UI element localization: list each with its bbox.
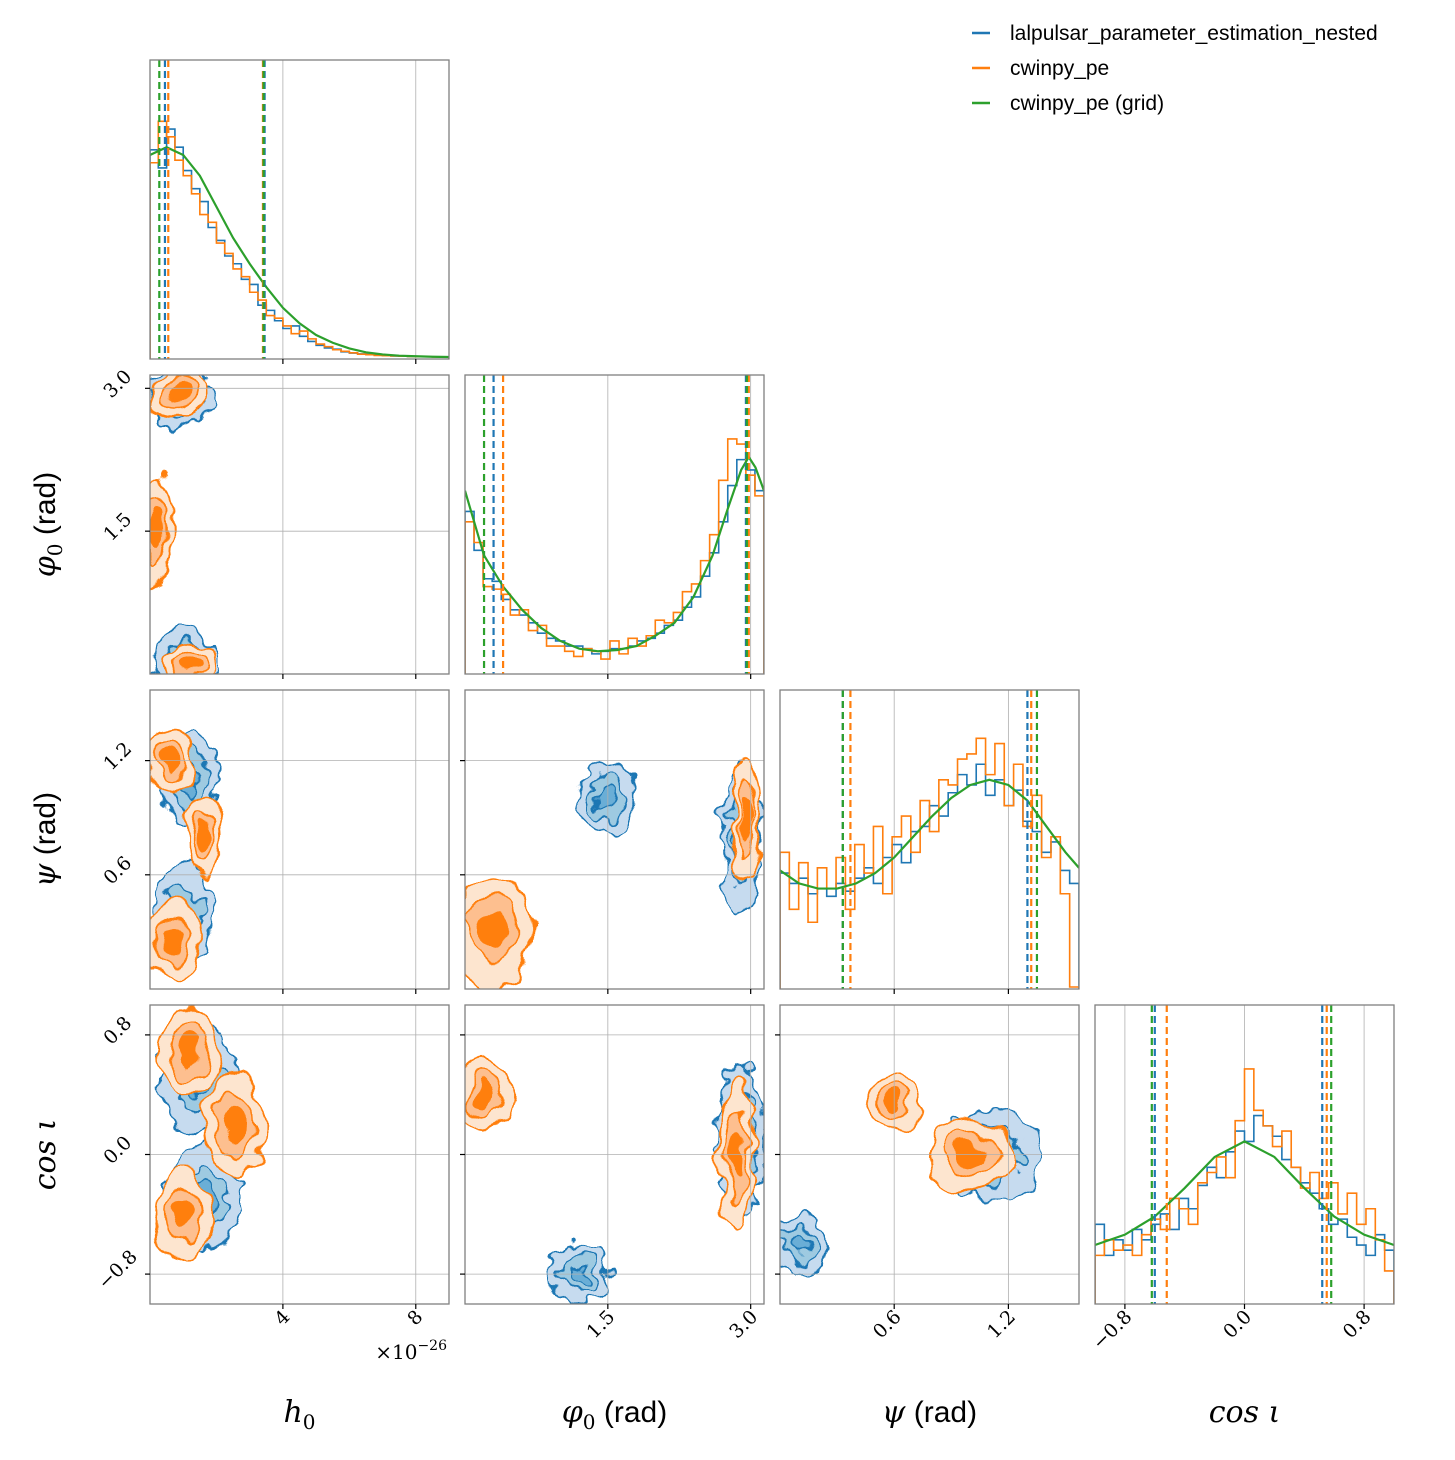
hist-cwinpy (1095, 1068, 1394, 1304)
grid-posterior-curve (465, 454, 764, 653)
hist-cwinpy (780, 737, 1079, 989)
x-axis-label-cosi: cos ι (1209, 1395, 1281, 1430)
x-tick-label: 3.0 (725, 1306, 762, 1343)
contour-level-3 (172, 1198, 194, 1230)
panel-frame (149, 689, 450, 990)
panel-frame (464, 689, 765, 990)
grid-posterior-curve (1095, 1140, 1394, 1247)
x-axis-label-psi: ψ (rad) (882, 1395, 977, 1430)
y-axis-label-psi: ψ (rad) (28, 792, 63, 887)
legend-label: lalpulsar_parameter_estimation_nested (1010, 22, 1378, 45)
marginal-panel-h0 (149, 59, 450, 360)
contour-level-3 (738, 795, 753, 841)
contour-level-3 (179, 1034, 201, 1066)
contour-level-3 (222, 1106, 244, 1143)
contour-level-3 (196, 823, 211, 850)
x-tick-label: 0.0 (1219, 1306, 1256, 1343)
panel-frame (149, 59, 450, 360)
density-panel-phi0-cosi (464, 1004, 765, 1305)
y-tick-label: 0.8 (99, 1012, 136, 1049)
contour-level-3 (166, 384, 188, 402)
panel-background (150, 375, 449, 674)
y-tick-label: 1.2 (99, 738, 136, 775)
density-panel-phi0-psi (464, 689, 765, 990)
y-tick-label: 0.0 (99, 1132, 136, 1169)
x-tick-label: −0.8 (1088, 1306, 1136, 1354)
density-panel-h0-psi (149, 689, 450, 990)
x-tick-label: 8 (403, 1306, 427, 1330)
x-axis-label-phi0: φ0 (rad) (562, 1395, 667, 1434)
x-tick-label: 0.6 (869, 1306, 906, 1343)
x-axis-label-h0: h0 (283, 1395, 315, 1434)
x-tick-label: 4 (270, 1306, 294, 1330)
grid-posterior-curve (780, 778, 1079, 890)
contours-cwinpy (152, 1005, 264, 1261)
contour-level-3 (480, 912, 507, 952)
y-tick-label: 0.6 (99, 852, 136, 889)
density-panel-psi-cosi (779, 1004, 1080, 1305)
hist-lalpulsar (780, 763, 1079, 989)
contours-cwinpy (150, 725, 221, 981)
density-panel-h0-cosi (149, 1004, 450, 1305)
contour-level-3 (163, 928, 183, 955)
contours-cwinpy (465, 750, 762, 989)
y-tick-label: −0.8 (94, 1246, 142, 1294)
contour-level-3 (180, 655, 200, 674)
y-tick-label: 3.0 (99, 366, 136, 403)
legend: lalpulsar_parameter_estimation_nestedcwi… (972, 22, 1378, 115)
legend-label: cwinpy_pe (1010, 57, 1109, 80)
x-tick-label: 1.5 (582, 1306, 619, 1343)
marginal-panel-psi (779, 689, 1080, 990)
offset-text: ×10−26 (375, 1338, 447, 1364)
hist-cwinpy (465, 438, 764, 674)
contour-level-3 (788, 1233, 810, 1255)
y-axis-label-phi0: φ0 (rad) (28, 472, 67, 577)
panel-frame (149, 374, 450, 675)
y-tick-label: 1.5 (99, 508, 136, 545)
panel-frame (464, 374, 765, 675)
density-panel-h0-phi0 (149, 374, 450, 675)
y-axis-label-cosi: cos ι (28, 1119, 63, 1191)
contour-level-3 (473, 1081, 495, 1108)
x-tick-label: 1.2 (983, 1306, 1020, 1343)
contours-cwinpy (150, 375, 218, 674)
legend-label: cwinpy_pe (grid) (1010, 92, 1164, 115)
marginal-panel-phi0 (464, 374, 765, 675)
panel-frame (779, 689, 1080, 990)
marginal-panel-cosi (1094, 1004, 1395, 1305)
x-tick-label: 0.8 (1339, 1306, 1376, 1343)
grid-posterior-curve (150, 145, 449, 359)
